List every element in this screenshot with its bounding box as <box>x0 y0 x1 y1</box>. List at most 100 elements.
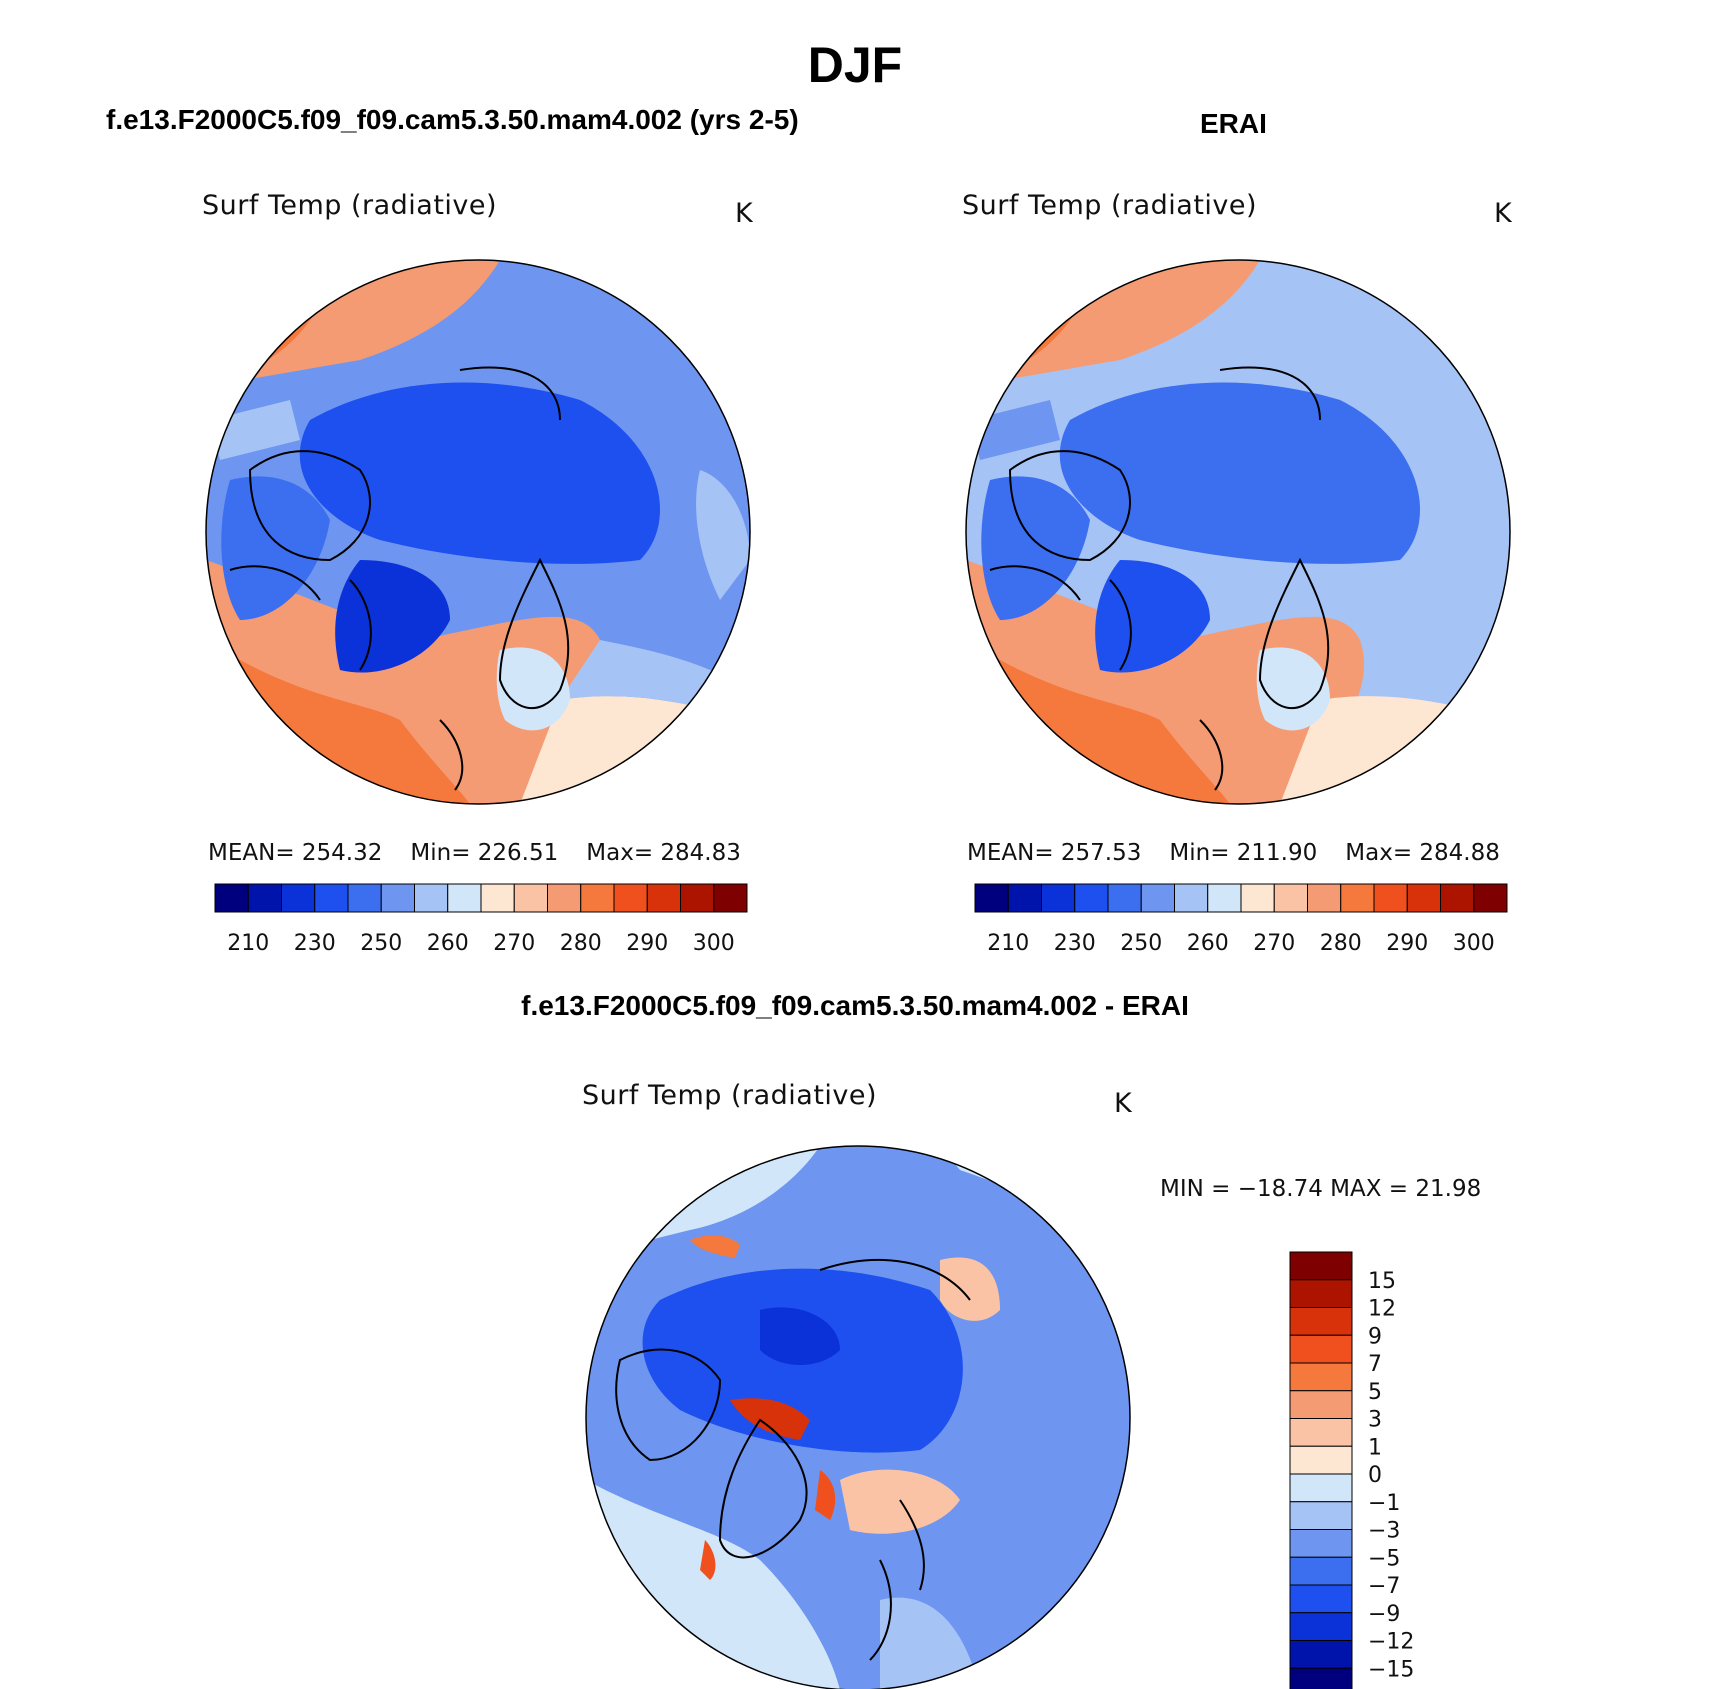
model-stats: MEAN= 254.32 Min= 226.51 Max= 284.83 <box>208 840 769 866</box>
diff-units-label: K <box>1114 1088 1133 1119</box>
diff-colorbar-tick-label: −1 <box>1368 1491 1400 1516</box>
model-field-label: Surf Temp (radiative) <box>202 190 498 221</box>
diff-colorbar-box <box>1289 1556 1353 1586</box>
diff-colorbar-box <box>1289 1501 1353 1530</box>
diff-map <box>586 1146 1130 1689</box>
obs-colorbar-tick-label: 280 <box>1320 931 1362 956</box>
model-colorbar-box <box>247 883 282 913</box>
model-colorbar-box <box>713 883 748 913</box>
diff-colorbar-tick-label: 0 <box>1368 1463 1382 1488</box>
diff-minmax: MIN = −18.74 MAX = 21.98 <box>1160 1176 1482 1202</box>
obs-min: Min= 211.90 <box>1169 840 1318 866</box>
model-colorbar-box <box>281 883 316 913</box>
model-colorbar-box <box>414 883 449 913</box>
obs-colorbar-box <box>1473 883 1508 913</box>
obs-colorbar-box <box>974 883 1009 913</box>
obs-colorbar-tick-label: 270 <box>1253 931 1295 956</box>
obs-field-label: Surf Temp (radiative) <box>962 190 1258 221</box>
obs-colorbar-box <box>1007 883 1042 913</box>
obs-colorbar-tick-label: 290 <box>1386 931 1428 956</box>
diff-colorbar-tick-label: 5 <box>1368 1380 1382 1405</box>
diff-colorbar-tick-label: 3 <box>1368 1408 1382 1433</box>
model-colorbar-tick-label: 250 <box>360 931 402 956</box>
model-colorbar-tick-label: 210 <box>227 931 269 956</box>
diff-field-label: Surf Temp (radiative) <box>582 1080 878 1111</box>
model-colorbar-box <box>347 883 382 913</box>
obs-colorbar-tick-label: 210 <box>987 931 1029 956</box>
obs-colorbar-box <box>1240 883 1275 913</box>
obs-stats: MEAN= 257.53 Min= 211.90 Max= 284.88 <box>967 840 1528 866</box>
diff-colorbar-tick-label: −3 <box>1368 1519 1400 1544</box>
obs-colorbar-box <box>1107 883 1142 913</box>
model-colorbar-tick-label: 230 <box>294 931 336 956</box>
model-colorbar-box <box>214 883 249 913</box>
diff-colorbar-tick-label: 15 <box>1368 1269 1396 1294</box>
obs-colorbar-tick-label: 250 <box>1120 931 1162 956</box>
model-colorbar-box <box>480 883 515 913</box>
obs-colorbar-box <box>1307 883 1342 913</box>
diff-colorbar-box <box>1289 1251 1353 1281</box>
diff-colorbar-box <box>1289 1640 1353 1669</box>
model-colorbar-box <box>380 883 415 913</box>
model-colorbar-tick-label: 270 <box>493 931 535 956</box>
obs-colorbar-box <box>1340 883 1375 913</box>
model-colorbar-box <box>613 883 648 913</box>
diff-colorbar-tick-label: −7 <box>1368 1574 1400 1599</box>
diff-colorbar-tick-label: 9 <box>1368 1324 1382 1349</box>
obs-units-label: K <box>1494 198 1513 229</box>
diff-colorbar-box <box>1289 1584 1353 1614</box>
model-colorbar: 210 230 250 260 270 280 290 300 <box>214 883 748 956</box>
model-units-label: K <box>735 198 754 229</box>
obs-colorbar-box <box>1207 883 1242 913</box>
obs-colorbar-tick-label: 260 <box>1187 931 1229 956</box>
obs-max: Max= 284.88 <box>1345 840 1500 866</box>
model-colorbar-tick-label: 260 <box>427 931 469 956</box>
obs-colorbar-box <box>1174 883 1209 913</box>
model-colorbar-box <box>547 883 582 913</box>
model-colorbar-box <box>513 883 548 913</box>
diff-panel-title: f.e13.F2000C5.f09_f09.cam5.3.50.mam4.002… <box>521 990 1189 1021</box>
model-min: Min= 226.51 <box>410 840 559 866</box>
model-colorbar-tick-label: 280 <box>560 931 602 956</box>
diff-colorbar-box <box>1289 1473 1353 1503</box>
obs-colorbar-box <box>1041 883 1076 913</box>
diff-colorbar-box <box>1289 1279 1353 1308</box>
diff-colorbar: 15 129 7 5 31 0 −1 −3−5 −7 −9 −12−15 <box>1289 1251 1414 1689</box>
diff-colorbar-box <box>1289 1667 1353 1689</box>
obs-map <box>966 260 1510 804</box>
model-colorbar-box <box>580 883 615 913</box>
obs-colorbar: 210 230 250 260 270 280 290 300 <box>974 883 1508 956</box>
diff-colorbar-tick-label: −9 <box>1368 1602 1400 1627</box>
model-colorbar-box <box>680 883 715 913</box>
diff-colorbar-box <box>1289 1418 1353 1447</box>
figure-title: DJF <box>807 37 903 93</box>
diff-colorbar-box <box>1289 1390 1353 1419</box>
diff-colorbar-tick-label: 7 <box>1368 1352 1382 1377</box>
diff-colorbar-tick-label: −15 <box>1368 1657 1414 1682</box>
diff-colorbar-box <box>1289 1612 1353 1641</box>
obs-colorbar-tick-label: 300 <box>1453 931 1495 956</box>
model-colorbar-tick-label: 290 <box>626 931 668 956</box>
diff-colorbar-tick-label: −5 <box>1368 1546 1400 1571</box>
obs-colorbar-tick-label: 230 <box>1054 931 1096 956</box>
model-colorbar-box <box>314 883 349 913</box>
model-colorbar-box <box>447 883 482 913</box>
obs-panel-title: ERAI <box>1200 108 1267 139</box>
obs-colorbar-box <box>1440 883 1475 913</box>
obs-colorbar-box <box>1273 883 1308 913</box>
obs-mean: MEAN= 257.53 <box>967 840 1142 866</box>
diff-colorbar-box <box>1289 1334 1353 1364</box>
diff-colorbar-box <box>1289 1445 1353 1475</box>
model-mean: MEAN= 254.32 <box>208 840 383 866</box>
model-panel-title: f.e13.F2000C5.f09_f09.cam5.3.50.mam4.002… <box>106 104 799 135</box>
obs-colorbar-box <box>1074 883 1109 913</box>
model-max: Max= 284.83 <box>586 840 741 866</box>
obs-colorbar-box <box>1373 883 1408 913</box>
diff-colorbar-tick-label: 12 <box>1368 1297 1396 1322</box>
diff-colorbar-box <box>1289 1307 1353 1336</box>
diff-colorbar-tick-label: −12 <box>1368 1630 1414 1655</box>
model-colorbar-tick-label: 300 <box>693 931 735 956</box>
obs-colorbar-box <box>1140 883 1175 913</box>
